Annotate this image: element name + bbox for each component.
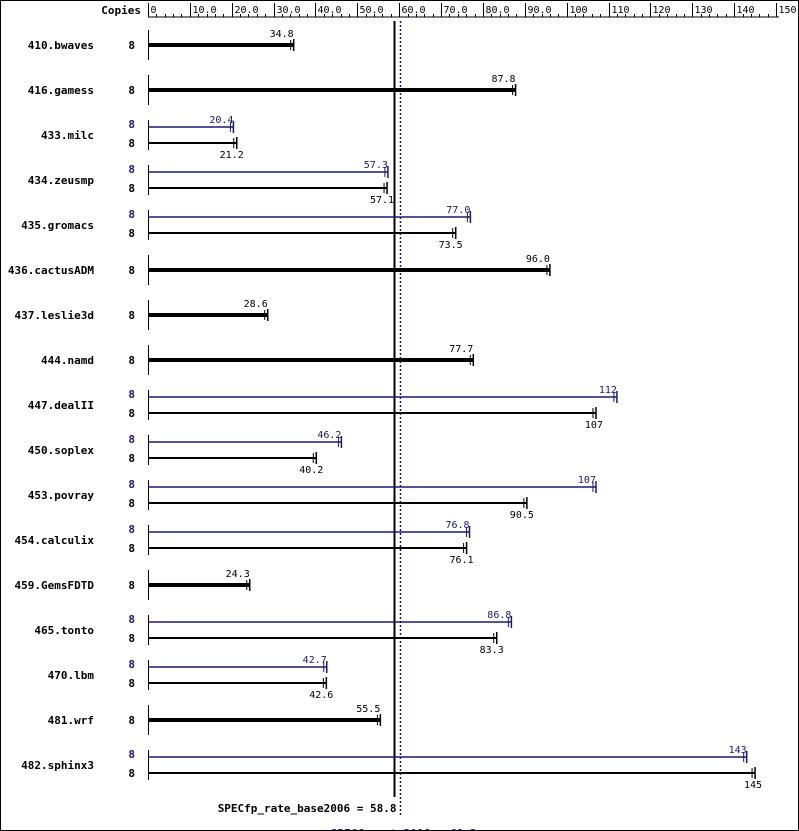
peak-copies-label: 8 bbox=[128, 388, 135, 401]
base-value-label: 107 bbox=[585, 420, 603, 431]
base-value-label: 40.2 bbox=[299, 465, 323, 476]
peak-value-label: 107 bbox=[578, 475, 596, 486]
benchmark-name: 450.soplex bbox=[28, 444, 95, 457]
peak-copies-label: 8 bbox=[128, 748, 135, 761]
base-value-label: 77.7 bbox=[449, 344, 473, 355]
benchmark-name: 410.bwaves bbox=[28, 39, 94, 52]
benchmark-name: 470.lbm bbox=[48, 669, 95, 682]
benchmark-name: 459.GemsFDTD bbox=[15, 579, 95, 592]
base-value-label: 28.6 bbox=[244, 299, 268, 310]
base-value-label: 42.6 bbox=[309, 690, 333, 701]
axis-tick-label: 150 bbox=[779, 5, 797, 16]
axis-tick-label: 50.0 bbox=[360, 5, 384, 16]
base-value-label: 24.3 bbox=[226, 569, 250, 580]
axis-tick-label: 10.0 bbox=[193, 5, 217, 16]
base-copies-label: 8 bbox=[128, 677, 135, 690]
base-value-label: 73.5 bbox=[439, 240, 463, 251]
benchmark-name: 416.gamess bbox=[28, 84, 94, 97]
benchmark-name: 437.leslie3d bbox=[15, 309, 94, 322]
peak-value-label: 42.7 bbox=[303, 655, 327, 666]
base-copies-label: 8 bbox=[128, 452, 135, 465]
benchmark-name: 465.tonto bbox=[34, 624, 94, 637]
base-copies-label: 8 bbox=[128, 714, 135, 727]
peak-summary-label: SPECfp_rate2006 = 60.2 bbox=[331, 827, 477, 830]
axis-tick-label: 40.0 bbox=[318, 5, 342, 16]
base-copies-label: 8 bbox=[128, 264, 135, 277]
base-copies-label: 8 bbox=[128, 632, 135, 645]
benchmark-name: 447.dealII bbox=[28, 399, 94, 412]
peak-value-label: 57.3 bbox=[364, 160, 388, 171]
peak-copies-label: 8 bbox=[128, 118, 135, 131]
axis-tick-label: 0 bbox=[151, 5, 157, 16]
peak-copies-label: 8 bbox=[128, 478, 135, 491]
base-value-label: 34.8 bbox=[270, 29, 294, 40]
peak-value-label: 86.8 bbox=[487, 610, 511, 621]
peak-value-label: 143 bbox=[729, 745, 747, 756]
axis-tick-label: 20.0 bbox=[235, 5, 259, 16]
peak-copies-label: 8 bbox=[128, 433, 135, 446]
axis-tick-label: 120 bbox=[653, 5, 671, 16]
peak-copies-label: 8 bbox=[128, 613, 135, 626]
axis-tick-label: 100 bbox=[570, 5, 588, 16]
axis-tick-label: 30.0 bbox=[277, 5, 301, 16]
benchmark-name: 481.wrf bbox=[48, 714, 94, 727]
peak-value-label: 112 bbox=[599, 385, 617, 396]
axis-tick-label: 90.0 bbox=[528, 5, 552, 16]
peak-value-label: 76.8 bbox=[445, 520, 469, 531]
benchmark-name: 436.cactusADM bbox=[8, 264, 94, 277]
base-copies-label: 8 bbox=[128, 497, 135, 510]
base-copies-label: 8 bbox=[128, 354, 135, 367]
peak-value-label: 46.2 bbox=[317, 430, 341, 441]
base-value-label: 90.5 bbox=[510, 510, 534, 521]
benchmark-name: 482.sphinx3 bbox=[21, 759, 94, 772]
axis-tick-label: 110 bbox=[612, 5, 630, 16]
peak-copies-label: 8 bbox=[128, 523, 135, 536]
base-copies-label: 8 bbox=[128, 407, 135, 420]
benchmark-name: 454.calculix bbox=[15, 534, 95, 547]
base-copies-label: 8 bbox=[128, 84, 135, 97]
axis-tick-label: 70.0 bbox=[444, 5, 468, 16]
benchmark-name: 444.namd bbox=[41, 354, 94, 367]
base-copies-label: 8 bbox=[128, 767, 135, 780]
axis-tick-label: 80.0 bbox=[486, 5, 510, 16]
base-value-label: 55.5 bbox=[356, 704, 380, 715]
benchmark-name: 434.zeusmp bbox=[28, 174, 95, 187]
base-value-label: 21.2 bbox=[220, 150, 244, 161]
base-copies-label: 8 bbox=[128, 579, 135, 592]
base-value-label: 87.8 bbox=[491, 74, 515, 85]
base-value-label: 83.3 bbox=[480, 645, 504, 656]
peak-value-label: 20.4 bbox=[209, 115, 233, 126]
base-summary-label: SPECfp_rate_base2006 = 58.8 bbox=[218, 802, 397, 815]
base-copies-label: 8 bbox=[128, 39, 135, 52]
benchmark-name: 433.milc bbox=[41, 129, 94, 142]
benchmark-name: 435.gromacs bbox=[21, 219, 94, 232]
benchmark-name: 453.povray bbox=[28, 489, 95, 502]
base-copies-label: 8 bbox=[128, 182, 135, 195]
base-copies-label: 8 bbox=[128, 227, 135, 240]
base-copies-label: 8 bbox=[128, 542, 135, 555]
axis-tick-label: 130 bbox=[695, 5, 713, 16]
base-value-label: 57.1 bbox=[370, 195, 394, 206]
axis-header-label: Copies bbox=[101, 4, 141, 17]
base-value-label: 145 bbox=[744, 780, 762, 791]
axis-tick-label: 60.0 bbox=[402, 5, 426, 16]
peak-value-label: 77.0 bbox=[446, 205, 470, 216]
peak-copies-label: 8 bbox=[128, 208, 135, 221]
base-copies-label: 8 bbox=[128, 309, 135, 322]
base-copies-label: 8 bbox=[128, 137, 135, 150]
base-value-label: 96.0 bbox=[526, 254, 550, 265]
base-value-label: 76.1 bbox=[450, 555, 474, 566]
peak-copies-label: 8 bbox=[128, 658, 135, 671]
peak-copies-label: 8 bbox=[128, 163, 135, 176]
axis-tick-label: 140 bbox=[737, 5, 755, 16]
